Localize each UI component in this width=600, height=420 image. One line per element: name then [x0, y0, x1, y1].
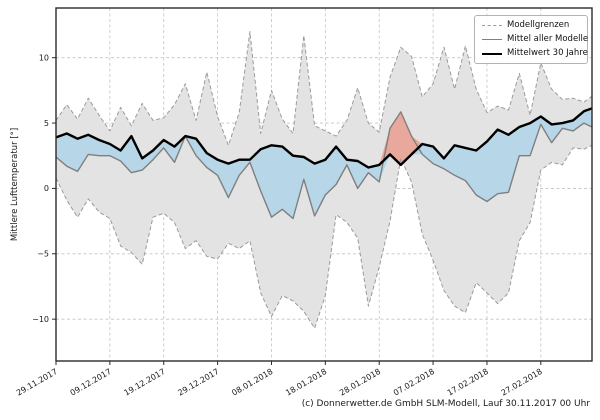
y-axis-label: Mittlere Lufttemperatur [°]: [10, 128, 20, 241]
plot-border: [55, 7, 593, 362]
x-tick-label: 09.12.2017: [69, 367, 113, 398]
x-tick-label: 19.12.2017: [123, 367, 167, 398]
legend: Modellgrenzen Mittel aller Modelle Mitte…: [474, 15, 588, 64]
x-tick-label: 07.02.2018: [392, 367, 436, 398]
colder-than-normal-fill: [56, 108, 592, 219]
legend-item-mittelwert-30-jahre: Mittelwert 30 Jahre: [482, 48, 588, 59]
x-tick-label: 27.02.2018: [500, 367, 544, 398]
y-tick-label: 0: [44, 184, 49, 193]
x-tick-label: 18.01.2018: [284, 367, 328, 398]
copyright-caption: (c) Donnerwetter.de GmbH SLM-Modell, Lau…: [301, 399, 590, 409]
y-tick-label: −5: [37, 250, 49, 259]
y-tick-label: −10: [32, 315, 49, 324]
x-tick-label: 17.02.2018: [446, 367, 490, 398]
legend-item-modellgrenzen: Modellgrenzen: [482, 20, 581, 31]
climate-mean-line: [56, 107, 592, 169]
dashed-line-icon: [482, 25, 502, 26]
legend-item-mittel-aller-modelle: Mittel aller Modelle: [482, 34, 588, 45]
legend-label: Modellgrenzen: [507, 20, 570, 30]
solid-gray-line-icon: [482, 39, 502, 40]
y-tick-label: 5: [44, 119, 49, 128]
legend-label: Mittelwert 30 Jahre: [507, 48, 588, 58]
thick-black-line-icon: [482, 52, 502, 55]
x-tick-label: 08.01.2018: [230, 367, 274, 398]
legend-label: Mittel aller Modelle: [507, 34, 589, 44]
x-tick-label: 29.12.2017: [176, 367, 220, 398]
model-mean-line: [56, 111, 592, 220]
upper-model-bound-line: [56, 31, 592, 146]
x-tick-label: 29.11.2017: [15, 367, 59, 398]
lower-model-bound-line: [56, 144, 592, 329]
x-tick-label: 28.01.2018: [338, 367, 382, 398]
y-tick-label: 10: [39, 53, 49, 62]
